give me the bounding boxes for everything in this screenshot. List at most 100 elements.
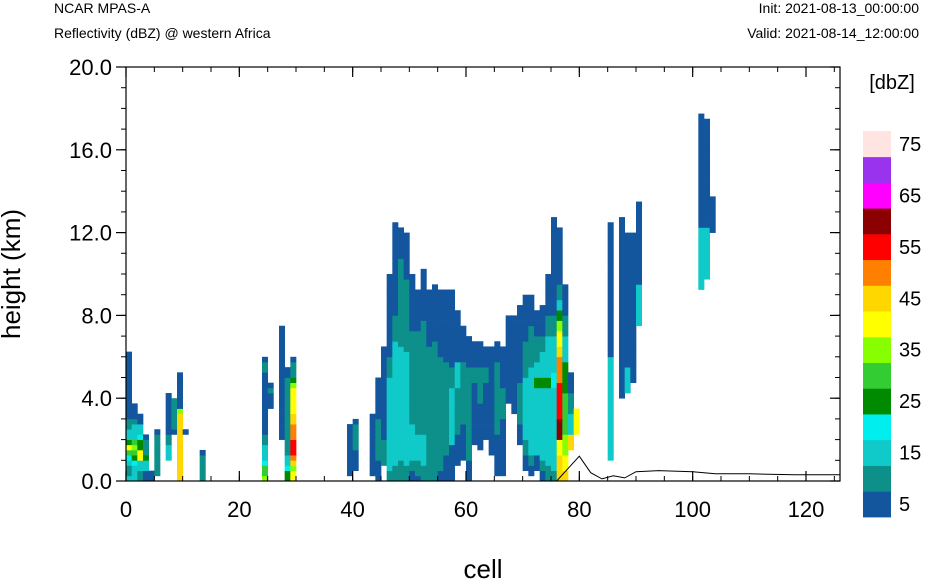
reflectivity-cell [403, 253, 410, 259]
reflectivity-cell [392, 398, 399, 404]
reflectivity-cell [415, 465, 422, 472]
reflectivity-cell [432, 413, 439, 420]
reflectivity-cell [562, 330, 569, 337]
reflectivity-cell [375, 429, 382, 435]
reflectivity-cell [148, 475, 155, 482]
reflectivity-cell [443, 315, 450, 321]
colorbar-swatch [863, 131, 891, 158]
reflectivity-cell [143, 475, 150, 482]
reflectivity-cell [636, 258, 643, 265]
reflectivity-cell [562, 424, 569, 430]
reflectivity-cell [573, 429, 580, 435]
reflectivity-cell [381, 418, 388, 425]
reflectivity-cell [398, 398, 405, 404]
reflectivity-cell [432, 444, 439, 451]
reflectivity-cell [534, 444, 541, 451]
reflectivity-cell [545, 429, 552, 435]
reflectivity-cell [347, 455, 354, 461]
reflectivity-cell [517, 398, 524, 404]
reflectivity-cell [488, 418, 495, 425]
reflectivity-cell [432, 356, 439, 363]
reflectivity-cell [415, 408, 422, 415]
reflectivity-cell [403, 439, 410, 446]
reflectivity-cell [398, 351, 405, 358]
reflectivity-cell [607, 330, 614, 337]
reflectivity-cell [432, 289, 439, 296]
reflectivity-cell [619, 294, 626, 301]
reflectivity-cell [466, 382, 473, 389]
reflectivity-cell [534, 424, 541, 430]
reflectivity-cell [483, 429, 490, 435]
reflectivity-cell [505, 325, 512, 332]
reflectivity-cell [607, 449, 614, 456]
reflectivity-cell [488, 367, 495, 373]
reflectivity-cell [636, 201, 643, 208]
reflectivity-cell [494, 367, 501, 373]
reflectivity-cell [488, 413, 495, 420]
reflectivity-cell [449, 289, 456, 296]
reflectivity-cell [143, 444, 150, 451]
reflectivity-cell [454, 320, 461, 327]
reflectivity-cell [630, 242, 637, 249]
reflectivity-cell [528, 460, 535, 466]
reflectivity-cell [636, 222, 643, 228]
reflectivity-cell [568, 387, 575, 394]
reflectivity-cell [619, 227, 626, 233]
reflectivity-cell [449, 341, 456, 347]
reflectivity-cell [556, 377, 563, 384]
x-tick-label: 80 [567, 497, 591, 522]
reflectivity-cell [131, 455, 138, 461]
reflectivity-cell [409, 460, 416, 466]
reflectivity-cell [505, 320, 512, 327]
reflectivity-cell [420, 268, 427, 275]
reflectivity-cell [698, 211, 705, 218]
reflectivity-cell [262, 449, 269, 456]
reflectivity-cell [607, 444, 614, 451]
reflectivity-cell [386, 455, 393, 461]
reflectivity-cell [386, 377, 393, 384]
reflectivity-cell [528, 465, 535, 472]
reflectivity-cell [528, 361, 535, 368]
reflectivity-cell [177, 460, 184, 466]
reflectivity-cell [126, 460, 133, 466]
reflectivity-cell [494, 449, 501, 456]
reflectivity-cell [488, 424, 495, 430]
reflectivity-cell [483, 382, 490, 389]
reflectivity-cell [420, 372, 427, 378]
reflectivity-cell [449, 310, 456, 316]
reflectivity-cell [500, 398, 507, 404]
reflectivity-cell [290, 387, 297, 394]
reflectivity-cell [562, 351, 569, 358]
reflectivity-cell [398, 258, 405, 265]
reflectivity-cell [517, 408, 524, 415]
reflectivity-cell [539, 372, 546, 378]
reflectivity-cell [454, 377, 461, 384]
colorbar-swatch [863, 388, 891, 415]
reflectivity-cell [619, 242, 626, 249]
reflectivity-cell [449, 346, 456, 352]
reflectivity-cell [460, 393, 467, 399]
reflectivity-cell [284, 424, 291, 430]
reflectivity-cell [420, 367, 427, 373]
reflectivity-cell [154, 434, 161, 440]
reflectivity-cell [454, 346, 461, 352]
reflectivity-cell [551, 325, 558, 332]
reflectivity-cell [126, 398, 133, 404]
reflectivity-cell [403, 305, 410, 311]
y-tick-label: 8.0 [81, 303, 112, 328]
reflectivity-cell [545, 299, 552, 306]
reflectivity-cell [432, 305, 439, 311]
reflectivity-cell [539, 424, 546, 430]
reflectivity-cell [704, 232, 711, 239]
reflectivity-cell [466, 470, 473, 477]
reflectivity-cell [177, 403, 184, 409]
reflectivity-cell [437, 341, 444, 347]
reflectivity-cell [409, 336, 416, 342]
reflectivity-cell [477, 377, 484, 384]
reflectivity-cell [449, 413, 456, 420]
reflectivity-cell [511, 351, 518, 358]
reflectivity-cell [437, 289, 444, 296]
reflectivity-cell [551, 279, 558, 285]
reflectivity-cell [511, 408, 518, 415]
reflectivity-cell [545, 279, 552, 285]
